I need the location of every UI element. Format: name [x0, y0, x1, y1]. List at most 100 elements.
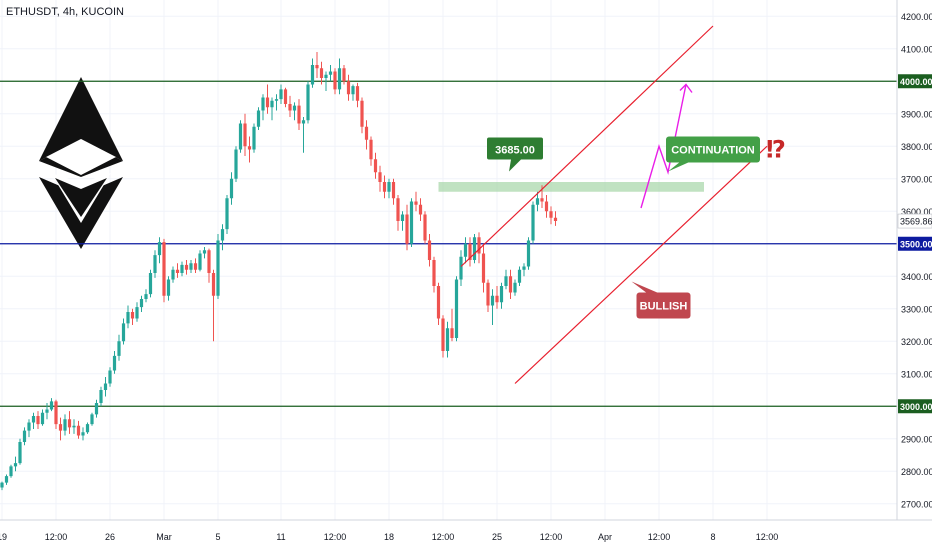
candle-body: [135, 307, 139, 319]
x-tick-label: 25: [492, 532, 502, 542]
candle: [445, 321, 450, 358]
candle-body: [202, 250, 207, 254]
candle: [396, 195, 400, 231]
candle: [315, 52, 319, 78]
candle: [247, 136, 252, 163]
candle: [508, 269, 513, 299]
candle: [279, 84, 283, 104]
candle-body: [103, 383, 108, 390]
candle-body: [58, 424, 63, 431]
projection-arrowhead: [679, 83, 693, 93]
candle: [535, 191, 540, 212]
candle-body: [297, 105, 301, 124]
candle: [423, 211, 427, 244]
continuation-box: [666, 136, 760, 163]
candle-body: [333, 71, 337, 90]
x-tick-label: 26: [105, 532, 115, 542]
candle-body: [472, 237, 477, 260]
ethereum-logo-icon: [39, 77, 123, 249]
candle: [549, 206, 553, 225]
candle-body: [544, 201, 549, 212]
candle-body: [337, 68, 342, 90]
candle: [207, 248, 211, 283]
candle: [526, 237, 531, 270]
candle: [90, 412, 94, 426]
candle: [324, 71, 328, 91]
candle-body: [139, 299, 144, 308]
x-tick-label: 12:00: [756, 532, 779, 542]
candle-body: [436, 286, 441, 319]
candle-body: [477, 237, 481, 254]
level-price-tag: [898, 236, 932, 251]
x-tick-label: 12:00: [648, 532, 671, 542]
candle-body: [382, 182, 387, 192]
candle: [162, 238, 166, 303]
candle: [58, 417, 63, 441]
x-tick-label: 11: [276, 532, 285, 542]
y-tick-label: 3200.00: [901, 337, 932, 347]
candle: [148, 269, 153, 298]
candle-body: [238, 123, 243, 150]
candle: [405, 204, 409, 251]
candle: [99, 386, 103, 407]
candle: [414, 191, 418, 212]
candle-body: [85, 424, 90, 433]
x-tick-label: 18: [384, 532, 394, 542]
candle-body: [184, 264, 189, 270]
candle: [283, 87, 288, 108]
candle-body: [234, 149, 238, 179]
candle-body: [189, 263, 193, 270]
y-tick-label: 4100.00: [901, 44, 932, 54]
candle-body: [90, 414, 94, 425]
candle: [49, 398, 54, 412]
candle-body: [18, 442, 22, 464]
candle-body: [153, 255, 157, 273]
candle: [270, 97, 274, 121]
candle-body: [513, 282, 517, 293]
y-tick-label: 3300.00: [901, 304, 932, 314]
candle: [400, 211, 405, 231]
candle: [0, 481, 4, 491]
candle-body: [549, 211, 553, 218]
candle: [346, 74, 351, 101]
candle: [229, 172, 234, 205]
candle: [319, 61, 324, 85]
candle-body: [288, 104, 292, 111]
candle-body: [126, 312, 130, 324]
candle-body: [508, 276, 513, 293]
candle: [522, 263, 526, 277]
candle: [184, 260, 189, 275]
level-price-label: 4000.00: [900, 77, 932, 87]
candle: [27, 419, 31, 438]
candle-body: [252, 126, 256, 150]
candle-body: [418, 204, 423, 215]
candle-body: [157, 242, 162, 256]
candle-body: [0, 482, 4, 488]
candle-body: [553, 217, 558, 221]
candle-body: [13, 463, 18, 467]
y-tick-label: 2900.00: [901, 434, 932, 444]
candle-body: [459, 256, 463, 280]
candle-body: [526, 240, 531, 267]
candle-body: [94, 403, 99, 415]
candle: [198, 250, 202, 272]
candle-body: [166, 279, 171, 296]
candle-body: [328, 71, 333, 75]
candle-body: [81, 432, 85, 436]
current-price-tag: [897, 213, 932, 229]
candle-body: [369, 139, 373, 160]
y-tick-label: 3700.00: [901, 174, 932, 184]
candle-body: [171, 269, 175, 280]
candle-body: [531, 204, 535, 241]
candle: [40, 409, 45, 426]
candle-body: [423, 214, 427, 241]
channel-line: [460, 25, 714, 267]
x-tick-label: 19: [0, 532, 7, 542]
candle-body: [9, 466, 13, 477]
y-tick-label: 3800.00: [901, 142, 932, 152]
candle-body: [117, 341, 121, 356]
candle: [108, 367, 112, 387]
candle-body: [310, 65, 315, 85]
candle: [36, 411, 40, 429]
